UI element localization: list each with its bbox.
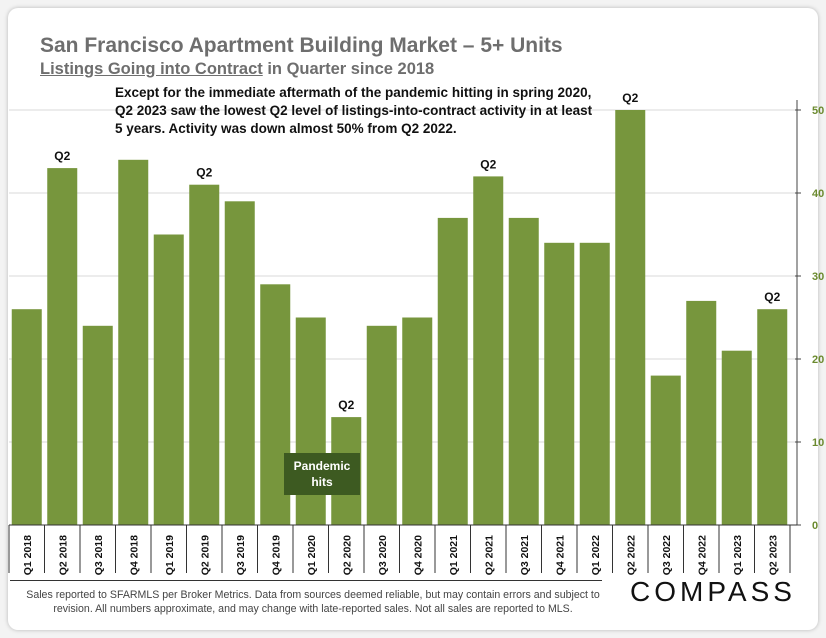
bar	[650, 375, 681, 525]
bar	[402, 317, 433, 525]
bar	[153, 234, 184, 525]
bar	[686, 300, 717, 525]
compass-logo: COMPASS	[630, 576, 796, 607]
x-tick-label: Q2 2018	[57, 535, 69, 575]
bar	[82, 325, 113, 525]
subtitle-rest: in Quarter since 2018	[262, 60, 435, 78]
bar-label: Q2	[338, 398, 354, 412]
x-tick-label: Q2 2019	[199, 535, 211, 575]
bar	[11, 309, 42, 525]
x-tick-label: Q1 2018	[22, 535, 34, 575]
x-tick-label: Q4 2020	[412, 535, 424, 575]
bar-label: Q2	[480, 157, 496, 171]
y-tick-label: 30	[812, 271, 824, 283]
bar	[757, 309, 788, 525]
bar	[47, 168, 78, 525]
y-tick-label: 10	[812, 437, 824, 449]
x-tick-label: Q2 2022	[625, 535, 637, 575]
bar	[473, 176, 504, 525]
x-tick-label: Q3 2019	[235, 535, 247, 575]
bar	[544, 242, 575, 526]
y-tick-label: 20	[812, 354, 824, 366]
bar	[615, 110, 646, 525]
pandemic-hits-label: Pandemic hits	[284, 453, 360, 495]
footer-divider	[10, 580, 602, 581]
bar	[721, 350, 752, 525]
bar	[366, 325, 397, 525]
bar	[437, 217, 468, 525]
y-tick-label: 50	[812, 105, 824, 117]
bar	[224, 201, 255, 526]
x-tick-label: Q3 2022	[661, 535, 673, 575]
x-tick-label: Q3 2020	[377, 535, 389, 575]
chart-subtitle: Listings Going into Contract in Quarter …	[40, 60, 434, 79]
x-tick-label: Q2 2021	[483, 535, 495, 575]
x-tick-label: Q4 2021	[554, 535, 566, 575]
x-tick-label: Q1 2019	[164, 535, 176, 575]
x-tick-label: Q4 2022	[696, 535, 708, 575]
x-tick-label: Q3 2018	[93, 535, 105, 575]
bar-label: Q2	[54, 149, 70, 163]
y-tick-label: 0	[812, 520, 818, 532]
bar	[508, 217, 539, 525]
annotation-note: Except for the immediate aftermath of th…	[115, 85, 593, 136]
bar	[189, 184, 220, 525]
footer-disclaimer: Sales reported to SFARMLS per Broker Met…	[26, 589, 600, 615]
bar-label: Q2	[764, 290, 780, 304]
bar	[118, 159, 149, 526]
x-tick-label: Q1 2022	[590, 535, 602, 575]
bar	[579, 242, 610, 526]
x-tick-label: Q2 2023	[767, 535, 779, 575]
bar-label: Q2	[622, 91, 638, 105]
x-tick-label: Q1 2021	[448, 535, 460, 575]
x-tick-label: Q3 2021	[519, 535, 531, 575]
x-tick-label: Q4 2018	[128, 535, 140, 575]
y-tick-label: 40	[812, 188, 824, 200]
chart-title: San Francisco Apartment Building Market …	[40, 34, 563, 57]
x-tick-label: Q1 2023	[732, 535, 744, 575]
x-tick-label: Q4 2019	[270, 535, 282, 575]
x-tick-label: Q1 2020	[306, 535, 318, 575]
bar-label: Q2	[196, 166, 212, 180]
subtitle-underlined: Listings Going into Contract	[40, 60, 263, 78]
x-tick-label: Q2 2020	[341, 535, 353, 575]
